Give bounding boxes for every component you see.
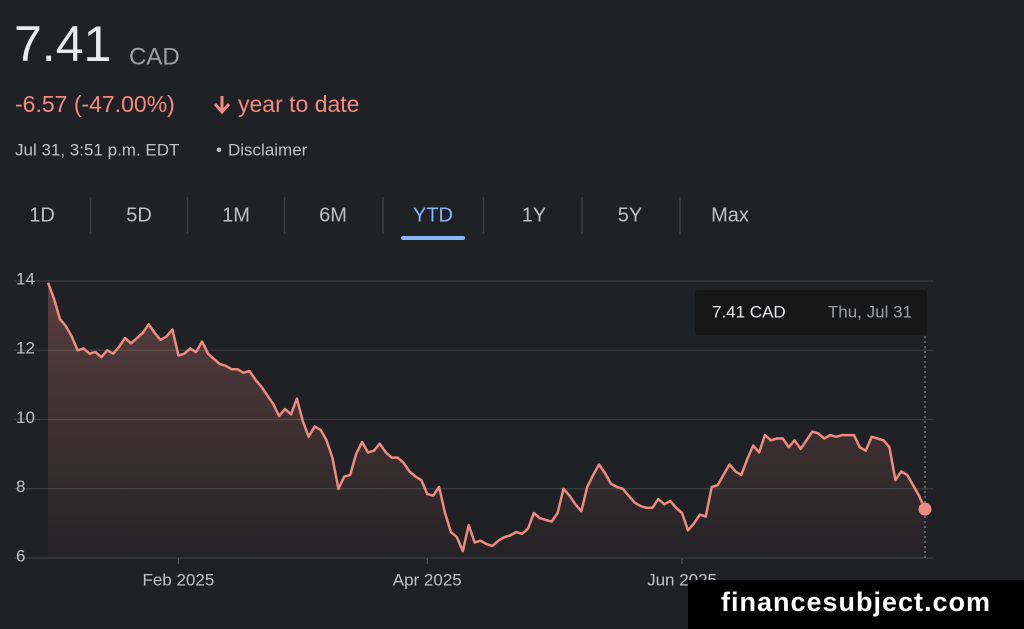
watermark: financesubject.com bbox=[721, 587, 991, 617]
area bbox=[48, 282, 925, 558]
x-tick-label: Apr 2025 bbox=[393, 570, 462, 589]
tooltip bbox=[695, 290, 927, 335]
range-tab[interactable]: 1D bbox=[29, 204, 55, 226]
currency: CAD bbox=[129, 43, 180, 70]
range-tabs: 1D 5D 1M 6M YTD 1Y 5Y Max bbox=[29, 197, 749, 240]
disclaimer-link[interactable]: Disclaimer bbox=[228, 140, 308, 159]
price-line bbox=[46, 282, 927, 553]
y-tick-label: 8 bbox=[16, 477, 25, 496]
y-tick-label: 12 bbox=[16, 339, 35, 358]
tooltip-value: 7.41 CAD bbox=[712, 302, 786, 321]
y-tick-label: 6 bbox=[16, 546, 25, 565]
timestamp: Jul 31, 3:51 p.m. EDT bbox=[15, 140, 179, 159]
range-tab[interactable]: 6M bbox=[319, 204, 347, 226]
hover-dot bbox=[918, 502, 932, 516]
range-tab[interactable]: 5Y bbox=[618, 204, 642, 226]
price: 7.41 bbox=[14, 16, 111, 72]
y-tick-label: 10 bbox=[16, 408, 35, 427]
y-tick-label: 14 bbox=[16, 269, 35, 288]
period: year to date bbox=[238, 91, 359, 117]
tooltip-date: Thu, Jul 31 bbox=[828, 302, 912, 321]
watermark-box bbox=[688, 580, 1024, 629]
range-tab[interactable]: Max bbox=[711, 204, 749, 226]
down-arrow bbox=[213, 96, 231, 115]
range-tab[interactable]: 5D bbox=[126, 204, 152, 226]
change: -6.57 (-47.00%) bbox=[15, 91, 175, 117]
range-tab[interactable]: 1M bbox=[222, 204, 250, 226]
range-tab[interactable]: YTD bbox=[413, 204, 453, 226]
separator: • bbox=[216, 140, 222, 159]
x-tick-label: Feb 2025 bbox=[142, 570, 214, 589]
range-tab[interactable]: 1Y bbox=[522, 204, 546, 226]
tab-underline bbox=[401, 236, 465, 240]
